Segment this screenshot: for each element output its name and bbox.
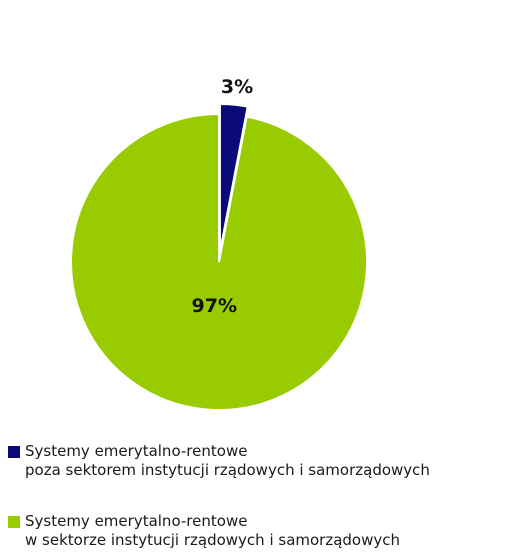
slice-value-label-0: 3% — [221, 76, 253, 98]
slice-value-label-1: 97% — [192, 295, 237, 317]
legend-label-line2: w sektorze instytucji rządowych i samorz… — [25, 531, 401, 549]
legend-label-line1: Systemy emerytalno-rentowe — [25, 442, 248, 460]
legend-label-line1: Systemy emerytalno-rentowe — [25, 512, 248, 530]
pie-slice-0 — [218, 103, 249, 253]
legend-swatch-outside-government — [8, 446, 20, 458]
pie-slice-1 — [70, 112, 368, 411]
legend-label-outside-government: Systemy emerytalno-rentowe poza sektorem… — [25, 442, 430, 480]
legend-label-government: Systemy emerytalno-rentowe w sektorze in… — [25, 512, 400, 550]
pie-chart: 3% 97% — [70, 76, 368, 411]
legend-label-line2: poza sektorem instytucji rządowych i sam… — [25, 461, 430, 479]
legend-swatch-government — [8, 516, 20, 528]
